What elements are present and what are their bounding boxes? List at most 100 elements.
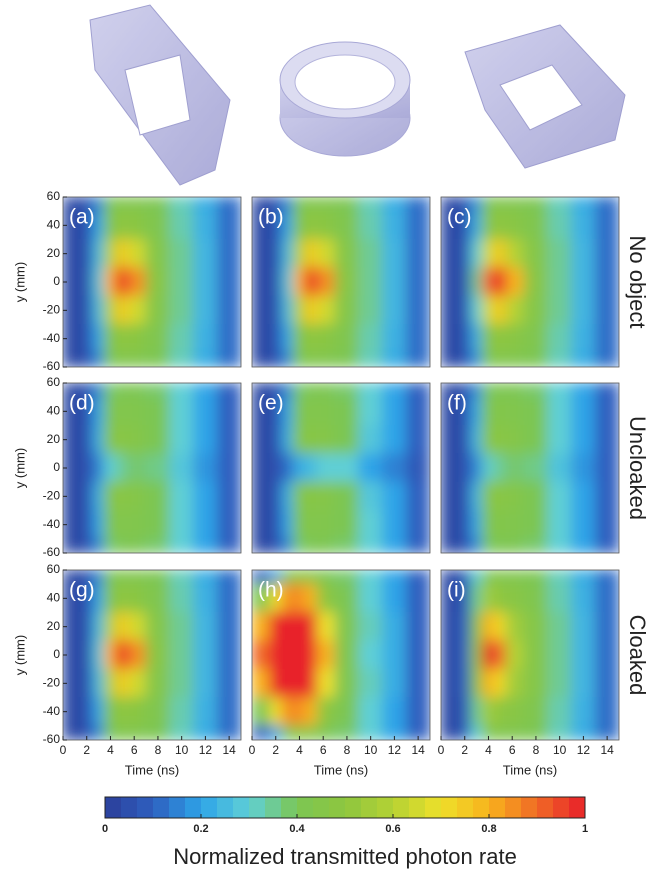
heat-cell (80, 669, 93, 698)
heat-cell (281, 669, 294, 698)
heat-cell (317, 453, 336, 482)
heat-cell (358, 640, 383, 669)
heat-cell (269, 510, 282, 539)
heat-cell (193, 397, 218, 426)
heat-cell (571, 352, 596, 367)
heat-cell (217, 669, 242, 698)
heat-cell (458, 453, 471, 482)
heat-cell (293, 383, 306, 398)
heat-cell (358, 197, 383, 212)
heat-cell (458, 296, 471, 325)
heat-cell (116, 570, 129, 585)
heat-cell (482, 584, 495, 613)
heat-cell (547, 697, 572, 726)
colorbar-step (521, 797, 538, 818)
heat-cell (217, 383, 242, 398)
colorbar-step (153, 797, 170, 818)
heat-cell (269, 296, 282, 325)
heat-cell (506, 453, 525, 482)
heat-cell (441, 669, 460, 698)
heat-cell (524, 397, 549, 426)
colorbar-step (489, 797, 506, 818)
heat-cell (281, 352, 294, 367)
colorbar-step (265, 797, 282, 818)
heat-cell (482, 296, 495, 325)
heat-cell (358, 397, 383, 426)
heat-cell (494, 296, 507, 325)
heat-cell (305, 197, 318, 212)
heat-cell (406, 584, 431, 613)
heat-cell (458, 538, 471, 553)
x-tick-label: 10 (553, 743, 567, 757)
heat-cell (524, 239, 549, 268)
heat-cell (317, 570, 336, 585)
heat-cell (406, 510, 431, 539)
panel-label: (c) (447, 206, 472, 229)
x-tick-label: 14 (222, 743, 236, 757)
heat-cell (524, 197, 549, 212)
heat-cell (128, 538, 147, 553)
x-tick-label: 10 (364, 743, 378, 757)
heat-cell (547, 570, 572, 585)
heat-cell (80, 352, 93, 367)
heat-cell (595, 425, 620, 454)
heat-cell (441, 267, 460, 296)
heat-cell (169, 324, 194, 353)
heat-cell (470, 197, 483, 212)
heat-cell (269, 669, 282, 698)
heat-cell (470, 324, 483, 353)
heat-cell (470, 296, 483, 325)
heat-cell (317, 584, 336, 613)
heat-cell (305, 324, 318, 353)
heat-cell (269, 482, 282, 511)
heat-cell (524, 612, 549, 641)
heat-cell (293, 584, 306, 613)
heat-cell (193, 267, 218, 296)
heat-cell (281, 482, 294, 511)
heat-cell (317, 267, 336, 296)
heat-cell (146, 239, 171, 268)
heat-cell (358, 584, 383, 613)
heat-cell (358, 510, 383, 539)
colorbar-tick-label: 0.8 (481, 823, 496, 835)
y-tick-label: 60 (47, 189, 61, 203)
heat-cell (482, 397, 495, 426)
heat-cell (547, 538, 572, 553)
heat-cell (335, 584, 360, 613)
heat-cell (406, 453, 431, 482)
heat-cell (358, 669, 383, 698)
heat-cell (193, 296, 218, 325)
heat-cell (382, 383, 407, 398)
colorbar-step (425, 797, 442, 818)
heat-cell (293, 239, 306, 268)
x-axis-label: Time (ns) (314, 762, 368, 777)
heat-cell (293, 538, 306, 553)
heat-cell (470, 482, 483, 511)
heat-cell (104, 640, 117, 669)
heat-cell (293, 197, 306, 212)
heat-cell (571, 296, 596, 325)
colorbar-label: Normalized transmitted photon rate (173, 844, 517, 869)
heat-cell (128, 697, 147, 726)
heat-cell (305, 697, 318, 726)
heat-cell (281, 453, 294, 482)
heat-cell (193, 425, 218, 454)
heatmap-cells (441, 383, 620, 554)
heat-cell (506, 352, 525, 367)
row-label: Uncloaked (625, 416, 650, 520)
heat-cell (494, 640, 507, 669)
heat-cell (547, 267, 572, 296)
heat-cell (547, 383, 572, 398)
heat-cell (193, 612, 218, 641)
heat-cell (441, 352, 460, 367)
heat-cell (406, 697, 431, 726)
heat-cell (494, 239, 507, 268)
heat-cell (494, 453, 507, 482)
heat-cell (482, 612, 495, 641)
colorbar-step (473, 797, 490, 818)
heat-cell (506, 197, 525, 212)
colorbar-tick-label: 1 (582, 823, 588, 835)
heat-cell (169, 383, 194, 398)
heat-cell (506, 725, 525, 740)
heat-cell (80, 510, 93, 539)
